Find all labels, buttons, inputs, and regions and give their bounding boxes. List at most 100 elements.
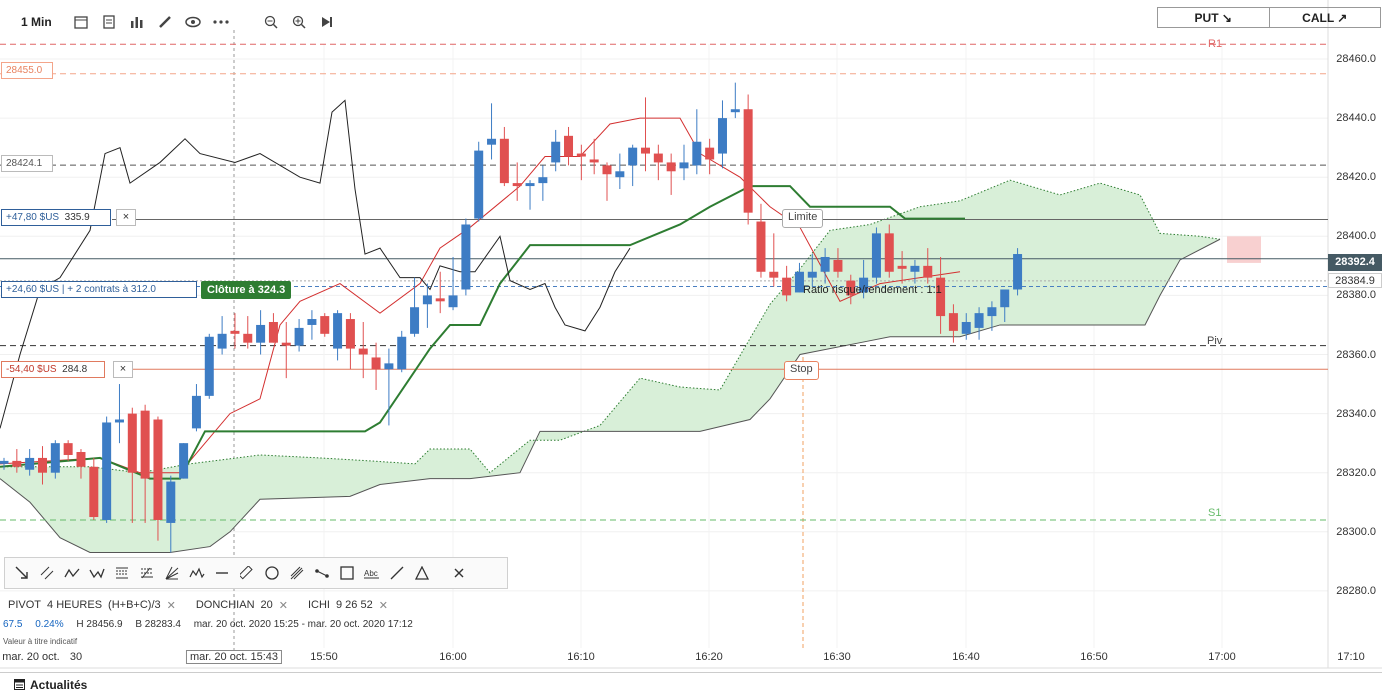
timeframe-button[interactable]: 1 Min xyxy=(21,15,52,29)
candle-body-16:32 xyxy=(859,277,869,293)
candle-body-16:34 xyxy=(884,233,894,272)
call-button[interactable]: CALL ↗ xyxy=(1302,10,1348,25)
fib-retracement-icon[interactable] xyxy=(109,559,134,587)
y-tick: 28320.0 xyxy=(1336,467,1376,479)
zoom-out-icon[interactable] xyxy=(260,11,282,33)
y-tick: 28280.0 xyxy=(1336,585,1376,597)
change-value: 67.5 xyxy=(3,619,23,630)
candle-body-15:45 xyxy=(256,324,266,343)
chikou-line xyxy=(0,99,631,429)
candle-body-16:12 xyxy=(602,165,612,175)
rectangle-icon[interactable] xyxy=(334,559,359,587)
trend-line-icon[interactable] xyxy=(9,559,34,587)
senkou-span-b xyxy=(0,238,1221,553)
donchian-name[interactable]: DONCHIAN xyxy=(195,599,255,611)
candle-body-16:30 xyxy=(833,259,843,272)
horizontal-line-icon[interactable] xyxy=(209,559,234,587)
close-icon[interactable] xyxy=(446,559,471,587)
level-price-label: 28424.1 xyxy=(1,155,53,172)
order-pl: +24,60 $US xyxy=(6,284,60,295)
elliott-wave-icon[interactable] xyxy=(184,559,209,587)
stop-tag[interactable]: Stop xyxy=(784,361,819,380)
remove-pivot-button[interactable]: ✕ xyxy=(166,600,176,612)
candle-body-15:53 xyxy=(358,348,368,355)
fib-extension-icon[interactable] xyxy=(134,559,159,587)
limit-tag[interactable]: Limite xyxy=(782,209,824,228)
y-tick: 28380.0 xyxy=(1336,289,1376,301)
template-icon[interactable] xyxy=(98,11,120,33)
candle-body-15:34 xyxy=(114,419,124,423)
candle-body-16:07 xyxy=(538,177,548,184)
zoom-in-icon[interactable] xyxy=(288,11,310,33)
candle-body-15:26 xyxy=(12,460,22,467)
position-label[interactable]: +47,80 $US 335.9 xyxy=(1,209,111,226)
gann-fan-icon[interactable] xyxy=(159,559,184,587)
candle-body-16:08 xyxy=(551,141,561,163)
more-icon[interactable] xyxy=(210,11,232,33)
parallel-channel-icon[interactable] xyxy=(34,559,59,587)
news-icon xyxy=(14,679,25,690)
text-icon[interactable]: Abc xyxy=(359,559,384,587)
x-tick: 16:30 xyxy=(823,651,851,663)
triangle-icon[interactable] xyxy=(409,559,434,587)
candle-body-16:37 xyxy=(923,265,933,278)
eye-icon[interactable] xyxy=(182,11,204,33)
ichi-name[interactable]: ICHI xyxy=(307,599,330,611)
candle-body-16:31 xyxy=(846,280,856,296)
pivot-name[interactable]: PIVOT xyxy=(8,599,42,611)
candle-body-16:36 xyxy=(910,265,920,272)
candle-body-15:37 xyxy=(153,419,163,520)
pattern-icon[interactable] xyxy=(84,559,109,587)
candle-body-16:35 xyxy=(897,265,907,269)
time-range: mar. 20 oct. 2020 15:25 - mar. 20 oct. 2… xyxy=(193,619,413,630)
pencil-icon[interactable] xyxy=(154,11,176,33)
current-price-tag: 28392.4 xyxy=(1328,254,1382,271)
zigzag-icon[interactable] xyxy=(59,559,84,587)
position-pl: +47,80 $US xyxy=(6,212,60,223)
line-icon[interactable] xyxy=(384,559,409,587)
position-pl: -54,40 $US xyxy=(6,364,57,375)
pivot-formula: (H+B+C)/3 xyxy=(108,599,161,611)
order-info: + 2 contrats à 312.0 xyxy=(67,284,156,295)
candle-body-16:04 xyxy=(499,138,509,184)
calendar-icon[interactable] xyxy=(70,11,92,33)
close-position-button[interactable]: × xyxy=(116,209,136,226)
low-value: B 28283.4 xyxy=(135,619,181,630)
price-stats: 67.5 0.24% H 28456.9 B 28283.4 mar. 20 o… xyxy=(3,619,423,630)
position-label[interactable]: -54,40 $US 284.8 xyxy=(1,361,105,378)
candle-body-16:39 xyxy=(948,313,958,331)
candle-body-16:17 xyxy=(666,162,676,172)
candle-body-15:28 xyxy=(37,457,47,473)
path-icon[interactable] xyxy=(309,559,334,587)
candle-body-15:30 xyxy=(63,443,73,455)
donchian-param: 20 xyxy=(260,599,273,611)
pitchfork-icon[interactable] xyxy=(284,559,309,587)
put-button[interactable]: PUT ↘ xyxy=(1158,8,1270,27)
close-position-button[interactable]: × xyxy=(113,361,133,378)
remove-ichi-button[interactable]: ✕ xyxy=(378,600,388,612)
candle-body-15:52 xyxy=(345,319,355,349)
remove-donchian-button[interactable]: ✕ xyxy=(278,600,288,612)
news-bar[interactable]: Actualités xyxy=(0,672,1382,696)
candle-body-15:49 xyxy=(307,319,317,325)
high-value: H 28456.9 xyxy=(76,619,123,630)
close-at-label[interactable]: Clôture à 324.3 xyxy=(201,281,292,299)
candle-body-16:00 xyxy=(448,295,458,308)
order-label[interactable]: +24,60 $US | + 2 contrats à 312.0 xyxy=(1,281,197,298)
ruler-icon[interactable] xyxy=(234,559,259,587)
candle-body-16:19 xyxy=(692,141,702,166)
candle-body-16:24 xyxy=(756,221,766,272)
level-price-label: 28455.0 xyxy=(1,62,53,79)
candle-body-16:41 xyxy=(974,313,984,328)
candle-body-15:25 xyxy=(0,460,9,464)
circle-icon[interactable] xyxy=(259,559,284,587)
candle-body-16:06 xyxy=(525,183,535,187)
x-tick: 17:10 xyxy=(1337,651,1365,663)
y-tick: 28340.0 xyxy=(1336,408,1376,420)
skip-forward-icon[interactable] xyxy=(316,11,338,33)
horizontal-level-lines xyxy=(0,43,1328,521)
candle-body-16:15 xyxy=(641,147,650,154)
y-tick: 28440.0 xyxy=(1336,112,1376,124)
bar-chart-icon[interactable] xyxy=(126,11,148,33)
